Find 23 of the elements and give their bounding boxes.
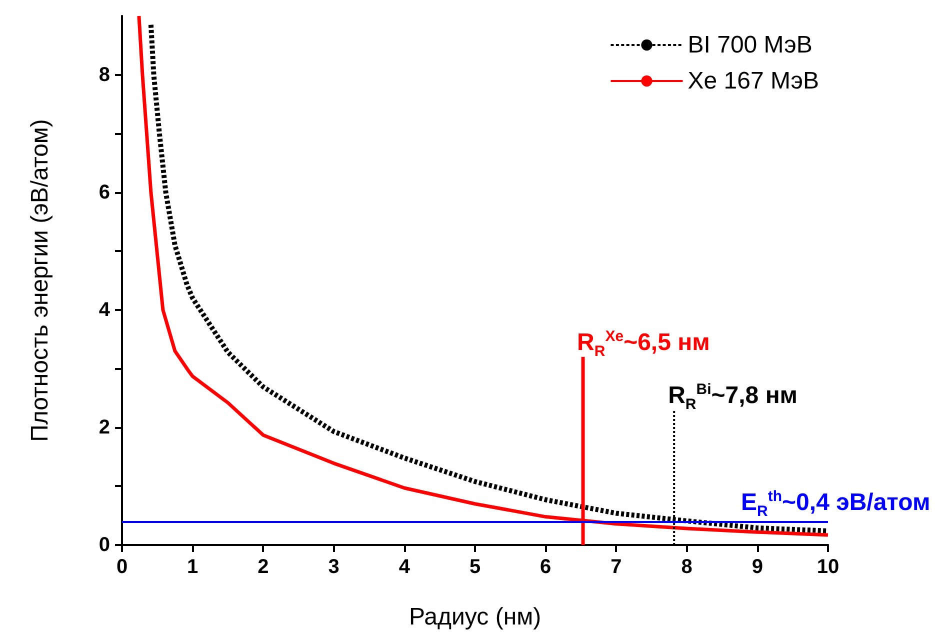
y-tick-label: 4	[98, 298, 111, 321]
x-tick-label: 2	[258, 556, 269, 578]
x-tick-label: 10	[816, 556, 840, 578]
x-tick-label: 6	[540, 556, 552, 578]
x-tick-label: 8	[681, 556, 692, 578]
x-tick-label: 3	[328, 556, 340, 578]
x-tick-label: 9	[752, 556, 763, 578]
x-tick-label: 7	[610, 556, 622, 578]
annotation: R$_{R}$$^{Bi}$~7,8 нм	[668, 380, 798, 413]
x-tick-label: 5	[469, 556, 481, 578]
ref-line-label: E$_{R}$$^{th}$~0,4 эВ/атом	[741, 488, 930, 520]
y-axis-title: Плотность энергии (эВ/атом)	[26, 119, 54, 442]
x-axis-title: Радиус (нм)	[408, 604, 542, 630]
annotation: R$_{R}$$^{Xe}$~6,5 нм	[577, 328, 710, 360]
x-tick-label: 4	[398, 556, 411, 578]
legend-label: Xe 167 МэВ	[688, 68, 819, 94]
x-tick-label: 1	[187, 556, 198, 578]
y-tick-label: 0	[98, 534, 110, 556]
y-tick-label: 8	[98, 64, 110, 86]
y-tick-label: 6	[98, 181, 110, 204]
x-tick-label: 0	[116, 556, 128, 578]
legend-label: BI 700 МэВ	[688, 32, 812, 58]
y-tick-label: 2	[98, 416, 110, 438]
